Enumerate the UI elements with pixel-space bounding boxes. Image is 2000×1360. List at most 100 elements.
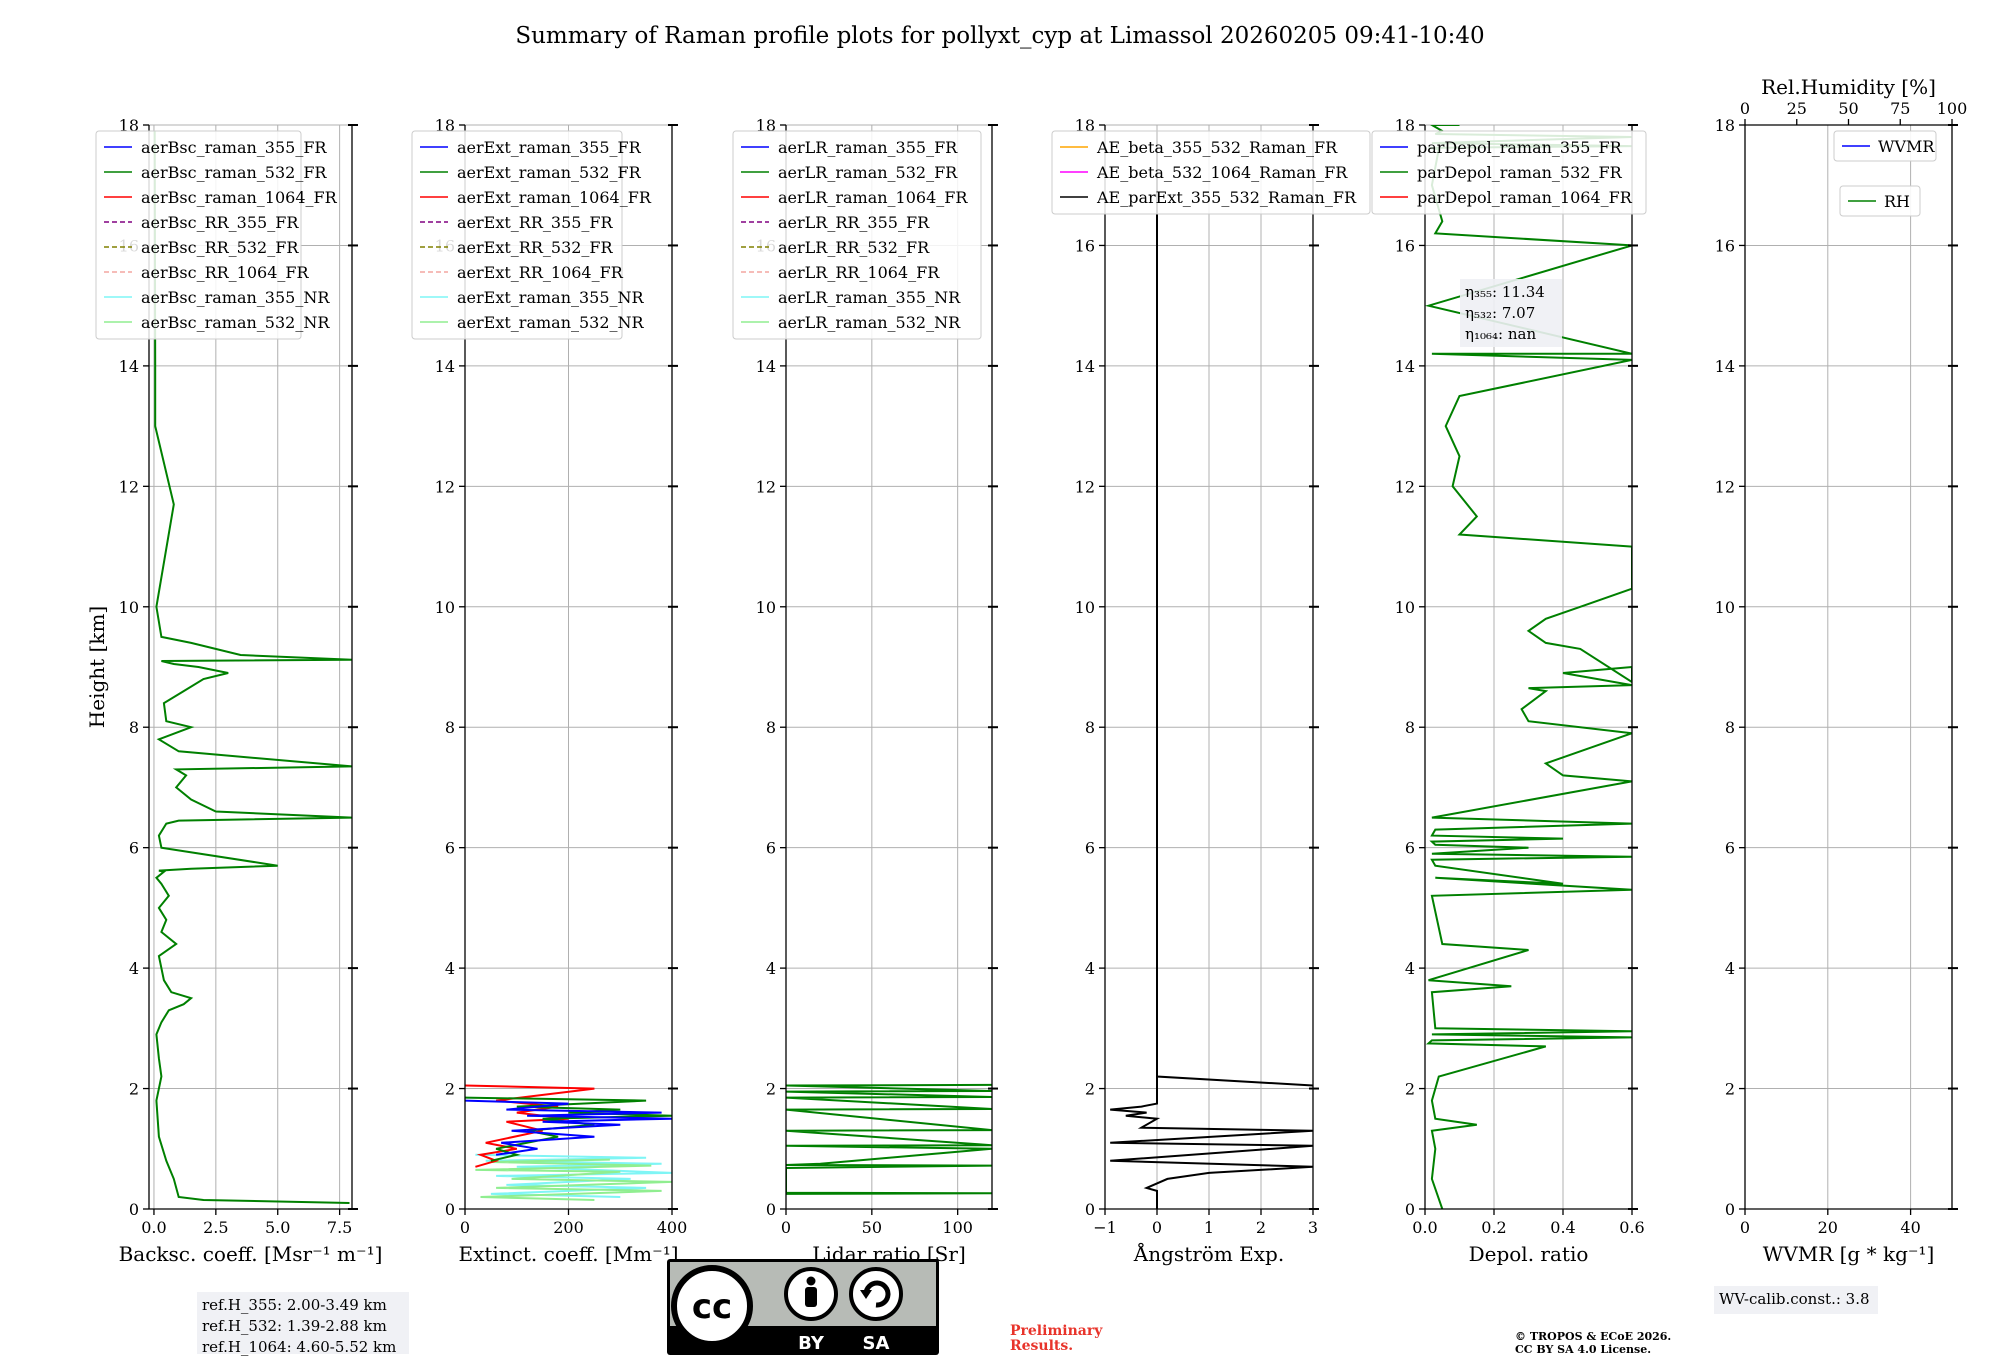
legend-label: aerExt_raman_1064_FR xyxy=(457,188,652,207)
series-group xyxy=(1110,131,1313,1209)
series-group xyxy=(465,1084,672,1201)
y-tick-label: 0 xyxy=(1725,1200,1735,1219)
top-tick-label: 100 xyxy=(1937,99,1968,118)
y-tick-label: 2 xyxy=(1405,1080,1415,1099)
copyright-line1: © TROPOS & ECoE 2026. xyxy=(1515,1330,1671,1343)
y-tick-label: 16 xyxy=(1395,236,1415,255)
legend-label: aerExt_RR_1064_FR xyxy=(457,263,624,282)
legend-label: aerBsc_raman_532_FR xyxy=(141,163,327,182)
y-tick-label: 10 xyxy=(435,598,455,617)
panel-ext: 0246810121416180200400Extinct. coeff. [M… xyxy=(411,116,687,1266)
legend-label: aerLR_raman_532_NR xyxy=(778,313,961,332)
top-tick-label: 0 xyxy=(1740,99,1750,118)
legend-label: aerBsc_raman_355_FR xyxy=(141,138,327,157)
y-tick-label: 6 xyxy=(1085,839,1095,858)
y-tick-label: 4 xyxy=(445,959,455,978)
y-tick-label: 0 xyxy=(1405,1200,1415,1219)
y-tick-label: 14 xyxy=(1715,357,1735,376)
cc-icon-text: cc xyxy=(692,1287,732,1327)
y-tick-label: 8 xyxy=(1725,718,1735,737)
by-person-head-icon xyxy=(806,1276,816,1286)
x-tick-label: 100 xyxy=(942,1218,973,1237)
y-tick-label: 6 xyxy=(129,839,139,858)
y-tick-label: 0 xyxy=(1085,1200,1095,1219)
series-group xyxy=(786,1083,992,1195)
annotation-line: η₁₀₆₄: nan xyxy=(1465,325,1536,343)
y-tick-label: 6 xyxy=(766,839,776,858)
legend-label: aerLR_RR_355_FR xyxy=(778,213,930,232)
panel-wv: 0 2 4 6 8 10 12 14 16 18 0 20 40 WVMR [g * kg⁻¹] 0 25 50… xyxy=(1714,75,1967,1314)
x-axis-label: WVMR [g * kg⁻¹] xyxy=(1763,1242,1935,1266)
series-group xyxy=(153,130,352,1204)
y-tick-label: 18 xyxy=(435,116,455,135)
x-tick-label: 7.5 xyxy=(327,1218,352,1237)
legend-label: aerLR_raman_1064_FR xyxy=(778,188,968,207)
top-tick-label: 25 xyxy=(1787,99,1807,118)
copyright-line2: CC BY SA 4.0 License. xyxy=(1515,1343,1651,1356)
legend-label: aerLR_RR_1064_FR xyxy=(778,263,940,282)
y-tick-label: 4 xyxy=(1405,959,1415,978)
y-tick-label: 8 xyxy=(766,718,776,737)
y-tick-label: 0 xyxy=(129,1200,139,1219)
annotation-line: ref.H_355: 2.00-3.49 km xyxy=(202,1296,387,1314)
legend-label: aerExt_raman_355_FR xyxy=(457,138,642,157)
y-tick-label: 4 xyxy=(129,959,139,978)
x-tick-label: 0 xyxy=(781,1218,791,1237)
x-tick-label: 40 xyxy=(1900,1218,1920,1237)
x-tick-label: 2.5 xyxy=(203,1218,228,1237)
series-aerExt_raman_355_FR xyxy=(465,1099,672,1156)
legend-label: parDepol_raman_355_FR xyxy=(1417,138,1623,157)
legend-label: AE_beta_355_532_Raman_FR xyxy=(1096,138,1338,157)
y-tick-label: 12 xyxy=(435,477,455,496)
x-tick-label: 2 xyxy=(1256,1218,1266,1237)
x-axis-label: Extinct. coeff. [Mm⁻¹] xyxy=(458,1242,678,1266)
annotation-line: η₃₅₅: 11.34 xyxy=(1465,283,1545,301)
series-group xyxy=(1425,125,1632,1209)
y-tick-label: 10 xyxy=(119,598,139,617)
x-axis-label: Backsc. coeff. [Msr⁻¹ m⁻¹] xyxy=(119,1242,383,1266)
legend-box xyxy=(95,130,302,340)
preliminary-text-line1: Preliminary xyxy=(1010,1323,1103,1339)
legend-label: WVMR xyxy=(1878,137,1935,156)
y-tick-label: 14 xyxy=(119,357,139,376)
y-tick-label: 0 xyxy=(766,1200,776,1219)
y-tick-label: 16 xyxy=(1715,236,1735,255)
annotation-line: ref.H_532: 1.39-2.88 km xyxy=(202,1317,387,1335)
y-tick-label: 2 xyxy=(1085,1080,1095,1099)
annotation-line: ref.H_1064: 4.60-5.52 km xyxy=(202,1338,396,1356)
top-tick-label: 75 xyxy=(1890,99,1910,118)
legend-label: aerBsc_raman_532_NR xyxy=(141,313,330,332)
x-tick-label: 200 xyxy=(553,1218,584,1237)
series-aerExt_raman_532_NR xyxy=(475,1158,672,1201)
series-aerBsc_raman_532_FR xyxy=(153,130,352,1204)
y-tick-label: 14 xyxy=(1395,357,1415,376)
x-tick-label: 0 xyxy=(460,1218,470,1237)
panel-depol: 0 2 4 6 8 10 12 14 16 18 0.0 0.2 0.4 0.6 Depol. ratio p… xyxy=(1371,116,1647,1266)
legend-label: aerBsc_raman_355_NR xyxy=(141,288,330,307)
x-tick-label: 0 xyxy=(1740,1218,1750,1237)
legend-label: aerExt_raman_532_FR xyxy=(457,163,642,182)
y-tick-label: 18 xyxy=(1395,116,1415,135)
y-tick-label: 2 xyxy=(129,1080,139,1099)
y-tick-label: 6 xyxy=(445,839,455,858)
legend-label: aerExt_raman_532_NR xyxy=(457,313,645,332)
legend-box xyxy=(1833,130,1937,162)
y-tick-label: 8 xyxy=(1085,718,1095,737)
legend-label: aerExt_raman_355_NR xyxy=(457,288,645,307)
legend-box xyxy=(1839,185,1921,217)
y-tick-label: 12 xyxy=(1075,477,1095,496)
sa-share-icon xyxy=(849,1267,903,1321)
annotation-line: η₅₃₂: 7.07 xyxy=(1465,304,1535,322)
y-tick-label: 12 xyxy=(1395,477,1415,496)
annotation-box xyxy=(197,1292,409,1354)
legend-label: aerLR_RR_532_FR xyxy=(778,238,930,257)
x-tick-label: 0.4 xyxy=(1550,1218,1575,1237)
series-aerLR_raman_532_FR xyxy=(786,1083,992,1195)
x-tick-label: 0.0 xyxy=(141,1218,166,1237)
y-tick-label: 8 xyxy=(129,718,139,737)
y-tick-label: 4 xyxy=(766,959,776,978)
legend-label: aerLR_raman_532_FR xyxy=(778,163,958,182)
legend-label: aerLR_raman_355_NR xyxy=(778,288,961,307)
